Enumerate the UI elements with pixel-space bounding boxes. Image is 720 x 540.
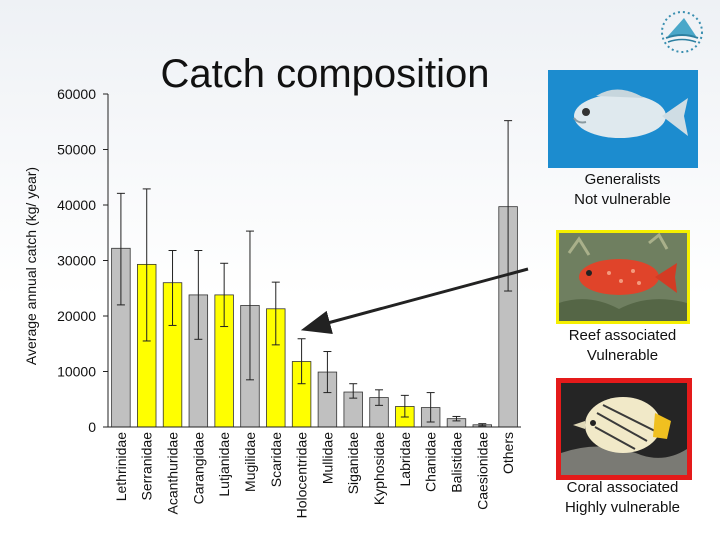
y-tick-label: 40000 bbox=[57, 197, 96, 213]
y-tick-label: 30000 bbox=[57, 253, 96, 269]
caption-generalist: Generalists Not vulnerable bbox=[550, 170, 695, 210]
pointer-arrow bbox=[300, 267, 529, 335]
caption-reef-line1: Reef associated bbox=[568, 327, 677, 344]
logo-icon bbox=[661, 11, 703, 53]
caption-reef: Reef associated Vulnerable bbox=[540, 326, 705, 366]
category-label-mullidae: Mullidae bbox=[319, 432, 335, 484]
category-label-chanidae: Chanidae bbox=[423, 432, 439, 492]
fish-photo-emperor bbox=[548, 70, 698, 168]
fish-photo-grouper bbox=[556, 230, 690, 324]
category-label-carangidae: Carangidae bbox=[190, 432, 206, 505]
category-label-lutjanidae: Lutjanidae bbox=[216, 432, 232, 497]
category-label-kyphosidae: Kyphosidae bbox=[371, 432, 387, 505]
y-axis-label: Average annual catch (kg/ year) bbox=[23, 167, 39, 365]
category-label-siganidae: Siganidae bbox=[345, 432, 361, 494]
category-label-acanthuridae: Acanthuridae bbox=[165, 432, 181, 515]
chart-title: Catch composition bbox=[160, 52, 490, 96]
y-tick-label: 0 bbox=[88, 419, 96, 435]
caption-coral-line2: Highly vulnerable bbox=[564, 499, 681, 516]
category-label-serranidae: Serranidae bbox=[139, 432, 155, 501]
y-tick-label: 60000 bbox=[57, 86, 96, 102]
y-tick-label: 20000 bbox=[57, 308, 96, 324]
category-label-labridae: Labridae bbox=[397, 432, 413, 487]
category-label-others: Others bbox=[500, 432, 516, 474]
category-label-lethrinidae: Lethrinidae bbox=[113, 432, 129, 501]
caption-coral: Coral associated Highly vulnerable bbox=[540, 478, 705, 518]
category-label-balistidae: Balistidae bbox=[448, 432, 464, 493]
fish-photo-butterflyfish bbox=[556, 378, 692, 480]
caption-coral-line1: Coral associated bbox=[566, 479, 679, 496]
caption-generalist-line2: Not vulnerable bbox=[574, 191, 671, 208]
category-label-caesionidae: Caesionidae bbox=[474, 432, 490, 510]
category-label-scaridae: Scaridae bbox=[268, 432, 284, 487]
category-label-mugilidae: Mugilidae bbox=[242, 432, 258, 492]
caption-generalist-line1: Generalists bbox=[584, 171, 661, 188]
y-tick-label: 50000 bbox=[57, 142, 96, 158]
category-label-holocentridae: Holocentridae bbox=[294, 432, 310, 519]
caption-reef-line2: Vulnerable bbox=[586, 347, 659, 364]
y-tick-label: 10000 bbox=[57, 364, 96, 380]
